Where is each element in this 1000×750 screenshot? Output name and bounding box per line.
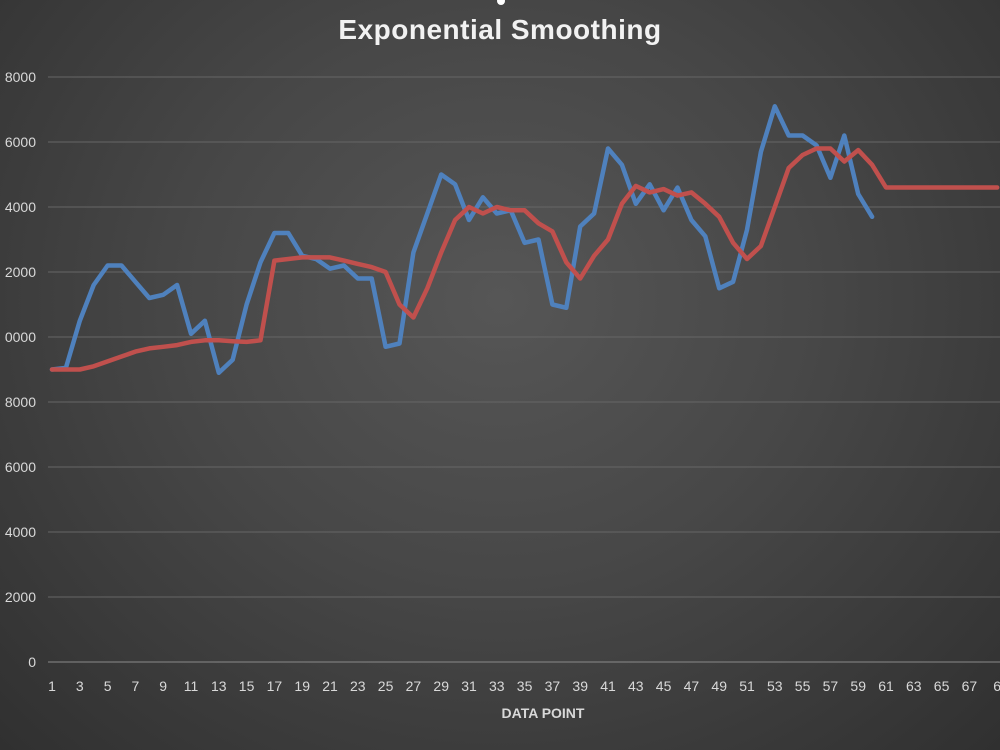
x-tick-label: 67 xyxy=(962,678,978,694)
x-axis-title: DATA POINT xyxy=(502,705,585,721)
x-tick-label: 7 xyxy=(132,678,140,694)
x-tick-label: 25 xyxy=(378,678,394,694)
x-tick-label: 49 xyxy=(711,678,727,694)
x-tick-label: 45 xyxy=(656,678,672,694)
x-tick-label: 43 xyxy=(628,678,644,694)
x-tick-label: 55 xyxy=(795,678,811,694)
x-tick-label: 9 xyxy=(159,678,167,694)
x-tick-label: 27 xyxy=(406,678,422,694)
x-tick-label: 65 xyxy=(934,678,950,694)
x-tick-label: 3 xyxy=(76,678,84,694)
x-tick-label: 33 xyxy=(489,678,505,694)
x-tick-label: 57 xyxy=(823,678,839,694)
x-tick-label: 63 xyxy=(906,678,922,694)
y-tick-label: 6000 xyxy=(5,459,36,475)
y-tick-label: 6000 xyxy=(5,134,36,150)
x-tick-label: 19 xyxy=(294,678,310,694)
series-lines xyxy=(49,104,1000,376)
x-tick-label: 5 xyxy=(104,678,112,694)
y-tick-label: 4000 xyxy=(5,524,36,540)
title-decoration-dot xyxy=(497,0,505,5)
y-tick-label: 4000 xyxy=(5,199,36,215)
gridlines xyxy=(48,76,1000,663)
x-tick-label: 47 xyxy=(684,678,700,694)
x-tick-label: 29 xyxy=(433,678,449,694)
x-tick-label: 61 xyxy=(878,678,894,694)
y-tick-label: 2000 xyxy=(5,264,36,280)
x-tick-label: 35 xyxy=(517,678,533,694)
x-tick-label: 15 xyxy=(239,678,255,694)
y-tick-label: 2000 xyxy=(5,589,36,605)
y-tick-label: 8000 xyxy=(5,69,36,85)
series-line-forecast xyxy=(49,146,1000,372)
x-tick-label: 39 xyxy=(572,678,588,694)
x-tick-label: 53 xyxy=(767,678,783,694)
x-tick-label: 59 xyxy=(850,678,866,694)
x-tick-label: 31 xyxy=(461,678,477,694)
y-tick-label: 8000 xyxy=(5,394,36,410)
x-tick-label: 23 xyxy=(350,678,366,694)
x-axis-tick-labels: 1 3 5 7 9 11 13 15 17 19 21 23 25 27 29 31 33 35 37 39 41 43 4… xyxy=(48,678,1000,694)
x-tick-label: 6 xyxy=(993,678,1000,694)
x-tick-label: 1 xyxy=(48,678,56,694)
x-tick-label: 11 xyxy=(184,678,199,694)
y-tick-label: 0 xyxy=(28,654,36,670)
series-line-actual xyxy=(49,104,875,376)
chart-title: Exponential Smoothing xyxy=(338,14,662,45)
x-tick-label: 17 xyxy=(267,678,283,694)
x-tick-label: 21 xyxy=(322,678,338,694)
x-tick-label: 37 xyxy=(545,678,561,694)
y-axis-tick-labels: 0 2000 4000 6000 8000 0000 2000 4000 6000 8000 xyxy=(5,69,36,670)
x-tick-label: 41 xyxy=(600,678,616,694)
y-tick-label: 0000 xyxy=(5,329,36,345)
x-tick-label: 51 xyxy=(739,678,755,694)
x-tick-label: 13 xyxy=(211,678,227,694)
